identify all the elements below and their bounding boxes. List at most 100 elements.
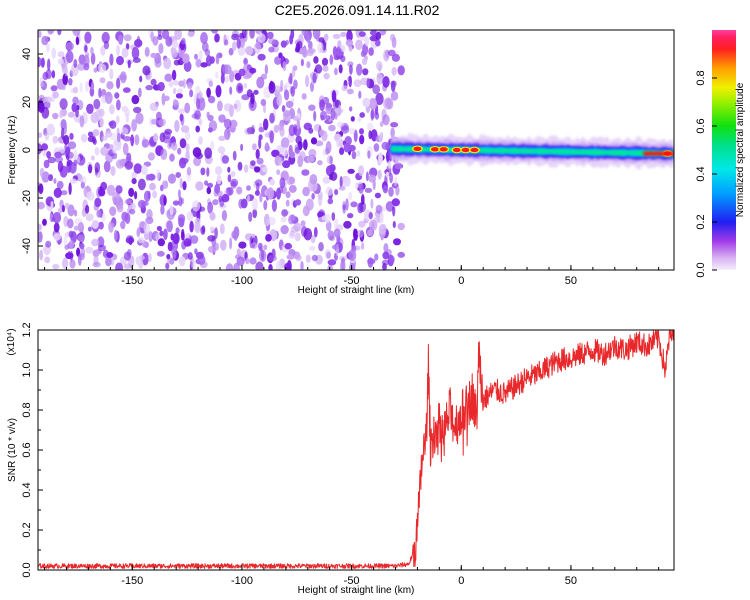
noise-cell xyxy=(284,89,290,101)
noise-cell xyxy=(68,78,73,86)
spectrogram-x-label: Height of straight line (km) xyxy=(298,285,415,296)
noise-cell xyxy=(285,100,294,109)
noise-cell xyxy=(390,127,395,139)
noise-cell xyxy=(38,223,43,233)
noise-cell xyxy=(61,204,65,213)
noise-cell xyxy=(309,245,316,251)
noise-cell xyxy=(63,123,67,135)
noise-cell xyxy=(64,244,70,250)
signal-peak xyxy=(413,146,422,151)
noise-cell xyxy=(141,139,150,148)
noise-cell xyxy=(296,119,301,130)
noise-cell xyxy=(318,129,325,137)
noise-cell xyxy=(125,43,130,50)
noise-cell xyxy=(80,247,86,258)
noise-cell xyxy=(179,138,187,149)
noise-cell xyxy=(172,247,177,260)
noise-cell xyxy=(387,49,396,57)
noise-cell xyxy=(72,86,79,94)
noise-cell xyxy=(211,30,219,34)
noise-cell xyxy=(321,215,327,221)
noise-cell xyxy=(377,169,382,180)
noise-cell xyxy=(297,155,304,168)
colorbar-gradient xyxy=(712,30,736,270)
noise-cell xyxy=(200,167,206,176)
noise-cell xyxy=(268,46,275,53)
noise-cell xyxy=(308,148,317,158)
noise-cell xyxy=(232,41,237,51)
noise-cell xyxy=(383,243,389,253)
noise-cell xyxy=(70,63,79,77)
noise-cell xyxy=(359,201,366,213)
snr-panel: -150 -100 -50 0 50 0.0 0.2 0.4 0.6 0.8 1.0 1.2 Hei… xyxy=(6,322,675,596)
noise-cell xyxy=(86,103,94,115)
noise-cell xyxy=(369,219,378,231)
noise-cell xyxy=(195,181,204,191)
noise-cell xyxy=(375,204,383,214)
noise-cell xyxy=(168,80,174,88)
noise-cell xyxy=(115,115,120,124)
noise-cell xyxy=(269,112,275,124)
noise-cell xyxy=(345,39,354,47)
noise-cell xyxy=(196,98,201,110)
noise-cell xyxy=(131,94,140,105)
noise-cell xyxy=(109,68,114,80)
noise-cell xyxy=(268,264,273,270)
noise-cell xyxy=(61,127,65,140)
noise-cell xyxy=(52,212,62,224)
noise-cell xyxy=(313,123,321,132)
noise-cell xyxy=(149,182,156,191)
noise-cell xyxy=(189,220,194,233)
noise-cell xyxy=(360,242,365,250)
noise-cell xyxy=(330,107,336,121)
noise-cell xyxy=(327,259,337,266)
noise-cell xyxy=(278,122,284,131)
noise-cell xyxy=(115,159,125,169)
noise-cell xyxy=(249,257,257,265)
noise-cell xyxy=(172,232,180,245)
noise-cell xyxy=(250,160,256,166)
noise-cell xyxy=(74,209,78,217)
noise-cell xyxy=(286,254,295,260)
noise-cell xyxy=(168,141,172,148)
noise-cell xyxy=(279,146,289,157)
noise-cell xyxy=(181,228,185,237)
noise-cell xyxy=(131,171,137,180)
noise-cell xyxy=(279,177,286,189)
noise-cell xyxy=(57,160,64,173)
noise-cell xyxy=(345,198,349,211)
noise-cell xyxy=(115,185,123,194)
noise-cell xyxy=(194,110,201,120)
noise-cell xyxy=(366,77,370,88)
noise-cell xyxy=(388,186,394,197)
noise-cell xyxy=(393,238,401,246)
noise-cell xyxy=(195,152,204,160)
noise-cell xyxy=(38,30,42,38)
noise-cell xyxy=(324,213,332,224)
noise-cell xyxy=(79,242,85,250)
noise-cell xyxy=(274,85,282,94)
noise-cell xyxy=(367,229,373,237)
signal-peak xyxy=(461,147,470,153)
noise-cell xyxy=(185,130,191,141)
noise-cell xyxy=(129,202,136,211)
noise-cell xyxy=(137,178,146,191)
noise-cell xyxy=(116,55,124,66)
snr-multiplier-label: (x10⁴) xyxy=(6,328,17,355)
noise-cell xyxy=(391,53,400,62)
snr-series-line xyxy=(38,330,674,569)
noise-cell xyxy=(137,199,146,209)
noise-cell xyxy=(367,122,374,131)
snr-x-tick-label: -100 xyxy=(231,575,253,587)
noise-cell xyxy=(128,236,133,246)
noise-cell xyxy=(178,80,185,87)
noise-cell xyxy=(38,143,43,155)
noise-cell xyxy=(133,106,142,114)
noise-cell xyxy=(262,166,268,173)
noise-cell xyxy=(100,146,109,156)
noise-cell xyxy=(236,248,241,256)
noise-cell xyxy=(59,98,68,110)
noise-cell xyxy=(183,60,192,72)
noise-cell xyxy=(284,82,291,88)
